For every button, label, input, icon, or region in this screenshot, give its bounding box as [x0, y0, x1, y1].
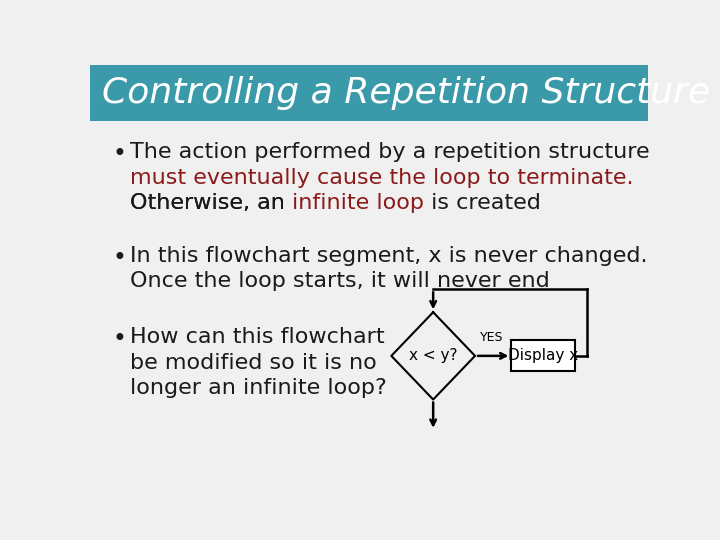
Text: •: • — [112, 327, 126, 351]
Text: is created: is created — [424, 193, 541, 213]
FancyBboxPatch shape — [511, 340, 575, 372]
Text: x < y?: x < y? — [409, 348, 457, 363]
Text: be modified so it is no: be modified so it is no — [130, 353, 377, 373]
Text: must eventually cause the loop to terminate.: must eventually cause the loop to termin… — [130, 167, 634, 187]
Text: Once the loop starts, it will never end: Once the loop starts, it will never end — [130, 272, 550, 292]
Text: infinite loop: infinite loop — [292, 193, 424, 213]
Text: •: • — [112, 246, 126, 269]
Text: Display x: Display x — [508, 348, 578, 363]
Text: Otherwise, an: Otherwise, an — [130, 193, 292, 213]
Text: Otherwise, an: Otherwise, an — [130, 193, 292, 213]
Text: YES: YES — [480, 331, 503, 344]
Text: In this flowchart segment, x is never changed.: In this flowchart segment, x is never ch… — [130, 246, 648, 266]
Text: The action performed by a repetition structure: The action performed by a repetition str… — [130, 141, 650, 161]
FancyBboxPatch shape — [90, 65, 648, 121]
Text: •: • — [112, 141, 126, 166]
Text: How can this flowchart: How can this flowchart — [130, 327, 384, 347]
Text: Controlling a Repetition Structure: Controlling a Repetition Structure — [102, 76, 711, 110]
Text: longer an infinite loop?: longer an infinite loop? — [130, 379, 387, 399]
